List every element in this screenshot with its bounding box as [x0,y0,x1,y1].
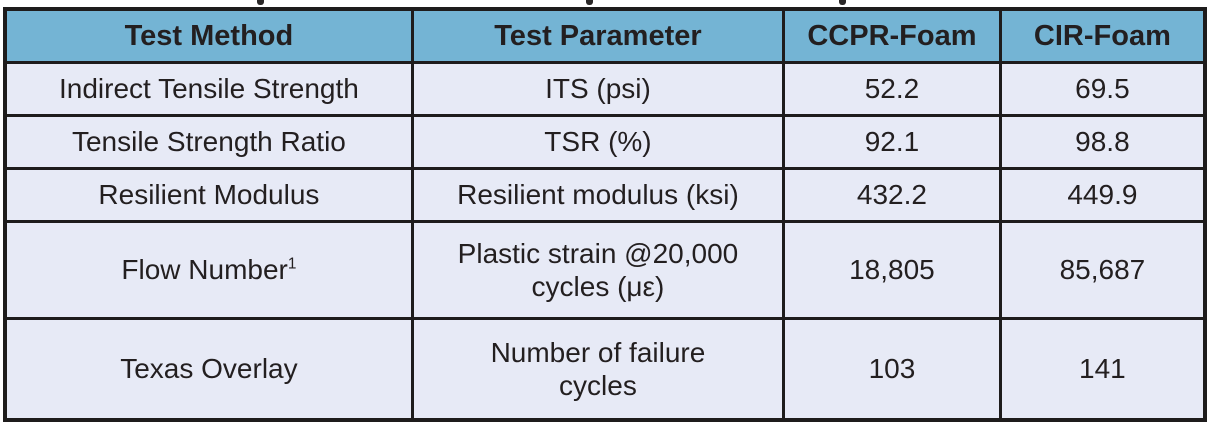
cell-ccpr-foam-value: 52.2 [782,61,1002,117]
cell-test-parameter: Number of failure cycles [410,317,786,422]
column-header-ccpr-foam: CCPR-Foam [782,7,1002,64]
parameter-label: Plastic strain @20,000 cycles (με) [457,237,739,302]
cell-test-parameter: ITS (psi) [410,61,786,117]
cropped-caption-descender [839,0,846,5]
cell-ccpr-foam-value: 432.2 [782,167,1002,223]
cell-ccpr-foam-value: 103 [782,317,1002,422]
cell-cir-foam-value: 141 [998,317,1207,422]
cell-test-parameter: TSR (%) [410,114,786,170]
table-body: Indirect Tensile Strength ITS (psi) 52.2… [3,61,1207,422]
cell-ccpr-foam-value: 18,805 [782,220,1002,320]
cell-test-parameter: Plastic strain @20,000 cycles (με) [410,220,786,320]
header-row: Test Method Test Parameter CCPR-Foam CIR… [3,7,1207,64]
parameter-label: Number of failure cycles [490,336,706,401]
table-row-flow-number: Flow Number1 Plastic strain @20,000 cycl… [3,220,1207,320]
table-row-tensile-strength-ratio: Tensile Strength Ratio TSR (%) 92.1 98.8 [3,114,1207,170]
table-header: Test Method Test Parameter CCPR-Foam CIR… [3,7,1207,64]
method-label: Flow Number [121,254,288,286]
cell-cir-foam-value: 449.9 [998,167,1207,223]
cell-test-method: Tensile Strength Ratio [3,114,414,170]
test-results-table: Test Method Test Parameter CCPR-Foam CIR… [3,7,1207,422]
cell-test-parameter: Resilient modulus (ksi) [410,167,786,223]
table-row-resilient-modulus: Resilient Modulus Resilient modulus (ksi… [3,167,1207,223]
cell-cir-foam-value: 69.5 [998,61,1207,117]
cropped-caption-descender [257,0,264,5]
table-row-texas-overlay: Texas Overlay Number of failure cycles 1… [3,317,1207,422]
column-header-test-parameter: Test Parameter [410,7,786,64]
cell-test-method: Texas Overlay [3,317,414,422]
cell-test-method: Indirect Tensile Strength [3,61,414,117]
cropped-caption-strip [0,0,1215,7]
column-header-test-method: Test Method [3,7,414,64]
cell-cir-foam-value: 98.8 [998,114,1207,170]
cell-ccpr-foam-value: 92.1 [782,114,1002,170]
column-header-cir-foam: CIR-Foam [998,7,1207,64]
table-row-indirect-tensile-strength: Indirect Tensile Strength ITS (psi) 52.2… [3,61,1207,117]
footnote-marker: 1 [287,256,297,274]
cell-test-method: Flow Number1 [3,220,414,320]
cropped-caption-descender [586,0,593,5]
cell-test-method: Resilient Modulus [3,167,414,223]
cell-cir-foam-value: 85,687 [998,220,1207,320]
